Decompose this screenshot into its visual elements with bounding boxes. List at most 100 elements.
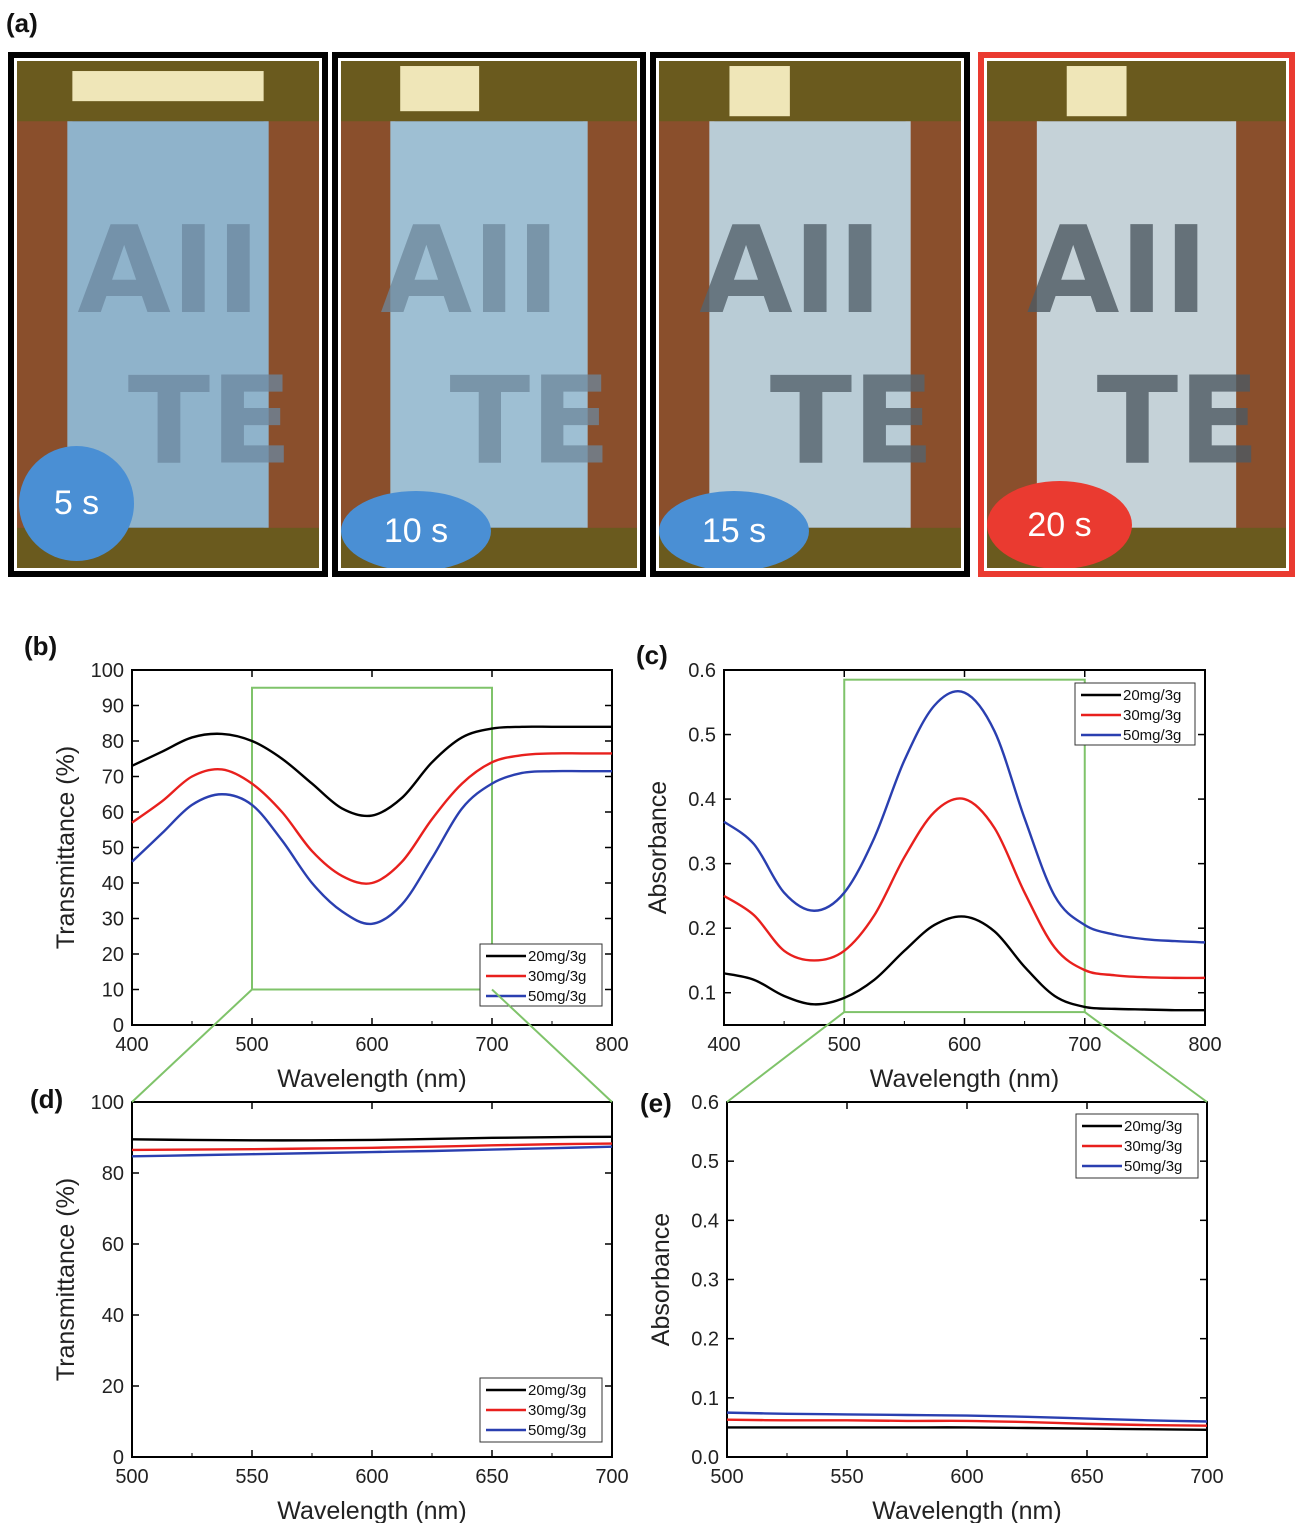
series-line xyxy=(723,797,1206,980)
panel-a-label: (a) xyxy=(6,8,38,38)
y-tick-label: 60 xyxy=(102,802,124,824)
x-tick-label: 400 xyxy=(115,1034,148,1056)
x-tick-label: 500 xyxy=(235,1034,268,1056)
time-badge: 10 s xyxy=(341,491,491,568)
legend-label: 30mg/3g xyxy=(1123,707,1181,724)
y-tick-label: 0.3 xyxy=(691,1270,719,1292)
x-tick-label: 650 xyxy=(475,1466,508,1488)
y-tick-label: 80 xyxy=(102,1163,124,1185)
photo-20s: AII TE 20 s xyxy=(978,52,1295,577)
legend-label: 50mg/3g xyxy=(1123,727,1181,744)
x-tick-label: 500 xyxy=(710,1466,743,1488)
series-line xyxy=(726,1418,1208,1427)
legend-label: 50mg/3g xyxy=(528,988,586,1005)
series-line xyxy=(723,915,1206,1012)
y-axis-label: Transmittance (%) xyxy=(52,1178,80,1381)
panel-label: (e) xyxy=(640,1088,672,1118)
x-tick-label: 650 xyxy=(1070,1466,1103,1488)
photo-15s: AII TE 15 s xyxy=(650,52,970,577)
y-tick-label: 10 xyxy=(102,980,124,1002)
x-tick-label: 600 xyxy=(355,1034,388,1056)
svg-text:AII: AII xyxy=(699,201,882,341)
y-tick-label: 0.1 xyxy=(691,1388,719,1410)
series-line xyxy=(726,1426,1208,1431)
zoom-connector xyxy=(1084,1011,1208,1103)
time-badge: 15 s xyxy=(659,491,809,568)
panel-label: (d) xyxy=(30,1084,63,1114)
legend-label: 20mg/3g xyxy=(1123,687,1181,704)
svg-text:AII: AII xyxy=(77,201,260,341)
x-tick-label: 700 xyxy=(1190,1466,1223,1488)
legend-label: 30mg/3g xyxy=(528,1402,586,1419)
y-tick-label: 60 xyxy=(102,1234,124,1256)
x-tick-label: 700 xyxy=(1068,1034,1101,1056)
x-tick-label: 600 xyxy=(950,1466,983,1488)
y-tick-label: 0.0 xyxy=(691,1447,719,1469)
y-tick-label: 80 xyxy=(102,731,124,753)
y-tick-label: 0.5 xyxy=(691,1151,719,1173)
photo-image: AII TE 10 s xyxy=(338,58,640,571)
x-tick-label: 550 xyxy=(235,1466,268,1488)
series-line xyxy=(131,1142,613,1152)
y-tick-label: 0.2 xyxy=(688,918,716,940)
y-tick-label: 90 xyxy=(102,696,124,718)
zoom-box xyxy=(251,686,493,991)
x-tick-label: 700 xyxy=(595,1466,628,1488)
y-axis-label: Absorbance xyxy=(644,781,672,914)
x-axis-label: Wavelength (nm) xyxy=(277,1065,466,1093)
x-axis-label: Wavelength (nm) xyxy=(870,1065,1059,1093)
zoom-connector xyxy=(491,988,613,1103)
svg-text:AII: AII xyxy=(380,201,560,341)
panel-label: (c) xyxy=(636,640,668,670)
svg-text:TE: TE xyxy=(1097,352,1260,492)
x-tick-label: 600 xyxy=(948,1034,981,1056)
x-tick-label: 500 xyxy=(828,1034,861,1056)
zoom-connector xyxy=(726,1011,845,1103)
series-line xyxy=(723,690,1206,944)
y-axis-label: Transmittance (%) xyxy=(52,746,80,949)
y-tick-label: 30 xyxy=(102,909,124,931)
legend-label: 20mg/3g xyxy=(528,1382,586,1399)
x-tick-label: 400 xyxy=(707,1034,740,1056)
zoom-connector xyxy=(131,988,253,1103)
y-tick-label: 40 xyxy=(102,1305,124,1327)
legend-label: 50mg/3g xyxy=(528,1422,586,1439)
series-line xyxy=(726,1411,1208,1423)
x-tick-label: 550 xyxy=(830,1466,863,1488)
legend-label: 30mg/3g xyxy=(1124,1138,1182,1155)
y-tick-label: 100 xyxy=(91,660,124,682)
x-tick-label: 800 xyxy=(1188,1034,1221,1056)
svg-text:TE: TE xyxy=(770,352,935,492)
time-badge: 20 s xyxy=(987,481,1132,568)
x-tick-label: 800 xyxy=(595,1034,628,1056)
svg-text:TE: TE xyxy=(450,352,612,492)
svg-text:AII: AII xyxy=(1027,202,1209,342)
y-tick-label: 0 xyxy=(113,1015,124,1037)
y-tick-label: 50 xyxy=(102,838,124,860)
time-badge: 5 s xyxy=(19,446,134,561)
x-axis-label: Wavelength (nm) xyxy=(277,1497,466,1523)
y-tick-label: 0.6 xyxy=(688,660,716,682)
y-tick-label: 0 xyxy=(113,1447,124,1469)
photo-image: AII TE 5 s xyxy=(14,58,322,571)
y-tick-label: 20 xyxy=(102,1376,124,1398)
photo-image: AII TE 15 s xyxy=(656,58,964,571)
series-line xyxy=(131,752,612,885)
y-tick-label: 70 xyxy=(102,767,124,789)
legend-label: 20mg/3g xyxy=(1124,1118,1182,1135)
y-tick-label: 0.5 xyxy=(688,725,716,747)
x-tick-label: 500 xyxy=(115,1466,148,1488)
legend-label: 50mg/3g xyxy=(1124,1158,1182,1175)
y-tick-label: 0.4 xyxy=(691,1210,719,1232)
y-tick-label: 0.4 xyxy=(688,789,716,811)
y-axis-label: Absorbance xyxy=(647,1213,675,1346)
series-line xyxy=(131,769,612,926)
y-tick-label: 0.6 xyxy=(691,1092,719,1114)
photo-image: AII TE 20 s xyxy=(984,58,1289,571)
legend-label: 20mg/3g xyxy=(528,948,586,965)
y-tick-label: 0.3 xyxy=(688,854,716,876)
legend-label: 30mg/3g xyxy=(528,968,586,985)
x-tick-label: 600 xyxy=(355,1466,388,1488)
y-tick-label: 0.2 xyxy=(691,1329,719,1351)
y-tick-label: 100 xyxy=(91,1092,124,1114)
